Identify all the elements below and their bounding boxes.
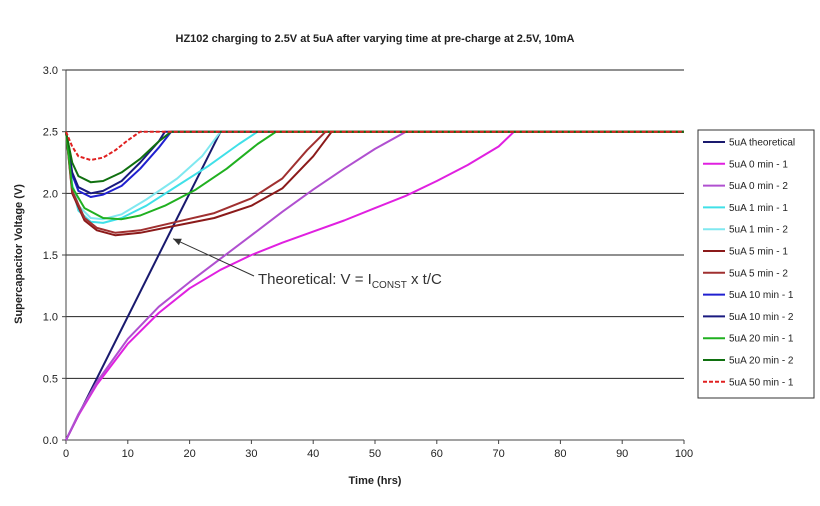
x-tick-label: 40: [307, 448, 319, 460]
y-axis-label: Supercapacitor Voltage (V): [13, 184, 25, 324]
legend-items: 5uA theoretical 5uA 0 min - 1 5uA 0 min - …: [703, 138, 795, 388]
y-tick-label: 3.0: [43, 65, 58, 77]
series-line-9: [65, 130, 684, 221]
legend-label: 5uA 1 min - 1: [729, 203, 788, 214]
legend-label: 5uA theoretical: [729, 138, 795, 149]
y-tick-label: 0.0: [43, 435, 58, 447]
legend-label: 5uA 10 min - 2: [729, 312, 794, 323]
chart-title: HZ102 charging to 2.5V at 5uA after vary…: [176, 33, 575, 45]
x-axis-label: Time (hrs): [349, 475, 402, 487]
x-tick-label: 30: [245, 448, 257, 460]
grid-lines: [66, 69, 684, 379]
series-lines: [65, 130, 684, 441]
series-line-0: [65, 131, 222, 441]
legend-label: 5uA 5 min - 2: [729, 268, 788, 279]
legend-label: 5uA 10 min - 1: [729, 290, 794, 301]
axes: [62, 69, 685, 444]
legend-label: 5uA 50 min - 1: [729, 377, 794, 388]
y-tick-label: 0.5: [43, 373, 58, 385]
series-line-10: [65, 130, 684, 184]
legend-label: 5uA 0 min - 1: [729, 159, 788, 170]
legend: 5uA theoretical 5uA 0 min - 1 5uA 0 min - …: [697, 129, 815, 399]
x-tick-label: 80: [554, 448, 566, 460]
legend-label: 5uA 20 min - 1: [729, 334, 794, 345]
legend-label: 5uA 5 min - 1: [729, 247, 788, 258]
annotation-text: Theoretical: V = ICONST x t/C: [258, 271, 442, 291]
x-tick-label: 100: [675, 448, 693, 460]
x-tick-label: 70: [492, 448, 504, 460]
legend-box: [697, 129, 815, 399]
series-line-1: [65, 130, 684, 441]
legend-label: 5uA 20 min - 2: [729, 356, 794, 367]
annotation-arrow: [172, 238, 255, 277]
legend-label: 5uA 0 min - 2: [729, 181, 788, 192]
series-line-11: [65, 130, 684, 161]
x-tick-label: 0: [63, 448, 69, 460]
series-line-5: [65, 130, 684, 237]
x-tick-label: 50: [369, 448, 381, 460]
y-tick-label: 2.0: [43, 188, 58, 200]
annotation: Theoretical: V = ICONST x t/C: [172, 238, 442, 291]
series-line-2: [65, 130, 684, 441]
x-tick-labels: 0 10 20 30 40 50 60 70 80 90 100: [63, 448, 693, 460]
legend-label: 5uA 1 min - 2: [729, 225, 788, 236]
series-line-8: [65, 130, 684, 195]
x-tick-label: 90: [616, 448, 628, 460]
x-tick-label: 20: [183, 448, 195, 460]
x-tick-label: 10: [122, 448, 134, 460]
series-line-6: [65, 130, 684, 234]
y-tick-labels: 0.0 0.5 1.0 1.5 2.0 2.5 3.0: [43, 65, 58, 447]
y-tick-label: 1.5: [43, 250, 58, 262]
series-line-7: [65, 130, 684, 198]
y-tick-label: 1.0: [43, 312, 58, 324]
x-tick-label: 60: [431, 448, 443, 460]
annotation-arrowhead: [173, 238, 182, 246]
y-tick-label: 2.5: [43, 127, 58, 139]
